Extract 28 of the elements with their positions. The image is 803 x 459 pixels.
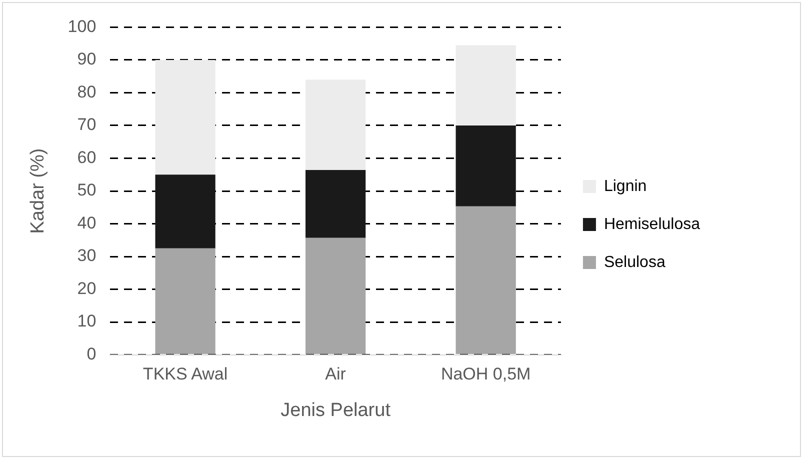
y-tick-label: 10: [77, 312, 96, 331]
y-tick-label: 60: [77, 148, 96, 167]
y-tick-label: 0: [86, 344, 96, 364]
bar: [306, 170, 366, 238]
y-tick-label: 70: [77, 115, 96, 134]
bar: [306, 80, 366, 170]
y-tick-label: 90: [77, 50, 96, 69]
y-tick-label: 50: [77, 180, 96, 200]
x-tick-label: Air: [325, 364, 346, 384]
x-tick-label: NaOH 0,5M: [440, 364, 531, 384]
bar: [306, 238, 366, 354]
legend-label: Lignin: [604, 178, 647, 195]
y-tick-label: 80: [77, 82, 96, 102]
y-tick-label: 30: [77, 246, 96, 266]
bar: [155, 174, 216, 248]
legend-label: Hemiselulosa: [604, 216, 700, 233]
y-tick-label: 40: [77, 213, 96, 232]
bar: [155, 60, 216, 175]
y-tick-label: 20: [77, 278, 96, 298]
bar: [456, 125, 516, 206]
x-axis-title: Jenis Pelarut: [280, 400, 392, 421]
y-axis-title: Kadar (%): [28, 148, 49, 234]
bar: [155, 248, 216, 354]
legend-label: Selulosa: [604, 254, 666, 271]
y-tick-label: 100: [68, 16, 96, 36]
bar: [456, 45, 516, 126]
x-tick-label: TKKS Awal: [142, 364, 228, 384]
bar: [456, 206, 516, 354]
